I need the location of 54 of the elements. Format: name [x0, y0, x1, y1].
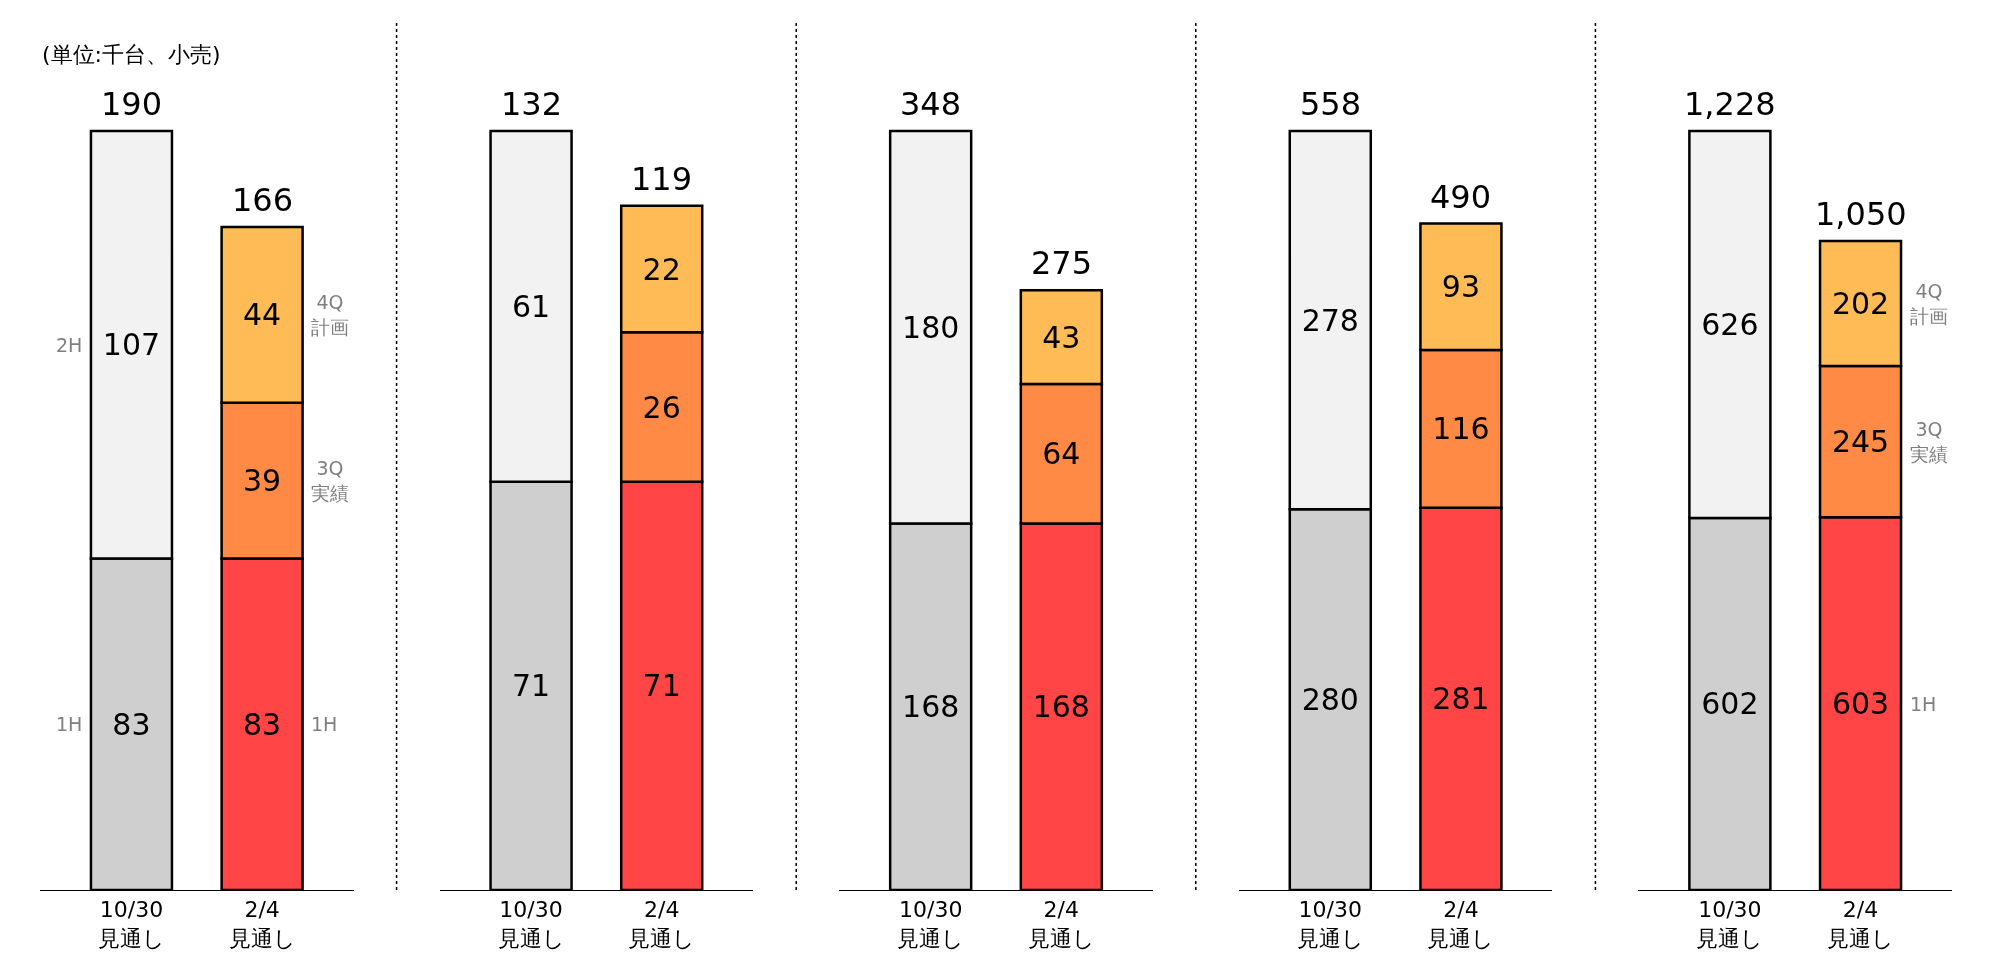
data-label: 168 — [902, 689, 960, 725]
data-label: 626 — [1701, 307, 1759, 343]
data-label: 602 — [1701, 686, 1759, 722]
total-label: 119 — [631, 160, 693, 198]
data-label: 64 — [1042, 436, 1081, 472]
text: (単位:千台、小売) — [42, 42, 221, 67]
series-label: 1H — [1910, 693, 1937, 715]
series-label: 3Q 実績 — [311, 457, 349, 504]
x-tick-label: 2/4 見通し — [1427, 897, 1495, 951]
data-label: 83 — [243, 706, 282, 742]
data-label: 202 — [1831, 286, 1890, 321]
x-tick-label: 2/4 見通し — [228, 897, 296, 951]
series-label: 4Q 計画 — [311, 291, 349, 338]
x-tick-label: 10/30 見通し — [1696, 897, 1764, 951]
data-label: 278 — [1301, 302, 1359, 338]
series-label: 4Q 計画 — [1910, 280, 1948, 327]
data-label: 245 — [1831, 424, 1890, 460]
x-tick-label: 10/30 見通し — [897, 897, 965, 951]
data-label: 280 — [1301, 682, 1359, 718]
data-label: 107 — [102, 327, 161, 363]
x-tick-label: 10/30 見通し — [1296, 897, 1364, 951]
x-tick-label: 2/4 見通し — [628, 897, 696, 951]
series-label: 3Q 実績 — [1910, 418, 1948, 465]
total-label: 132 — [501, 85, 563, 123]
total-label: 348 — [900, 85, 962, 123]
data-label: 180 — [902, 309, 960, 345]
data-label: 39 — [243, 463, 282, 499]
x-tick-label: 10/30 見通し — [497, 897, 565, 951]
data-label: 168 — [1032, 689, 1090, 725]
data-label: 61 — [511, 288, 551, 324]
x-tick-label: 10/30 見通し — [97, 897, 165, 951]
series-label: 2H — [56, 334, 83, 356]
data-label: 22 — [642, 251, 681, 287]
data-label: 44 — [243, 297, 282, 333]
series-label: 1H — [311, 713, 338, 735]
data-label: 71 — [511, 668, 551, 704]
data-label: 83 — [112, 706, 151, 742]
data-label: 71 — [642, 668, 681, 704]
total-label: 190 — [101, 85, 163, 123]
data-label: 603 — [1831, 686, 1890, 722]
data-label: 26 — [642, 389, 681, 425]
total-label: 275 — [1031, 244, 1093, 282]
data-label: 43 — [1042, 319, 1081, 355]
data-label: 116 — [1432, 411, 1490, 447]
total-label: 1,228 — [1684, 85, 1776, 123]
total-label: 1,050 — [1815, 195, 1907, 233]
x-tick-label: 2/4 見通し — [1827, 897, 1895, 951]
x-tick-label: 2/4 見通し — [1027, 897, 1095, 951]
text: 1H — [56, 713, 83, 735]
total-label: 558 — [1300, 85, 1362, 123]
data-label: 93 — [1441, 269, 1481, 305]
total-label: 166 — [232, 181, 294, 219]
total-label: 490 — [1430, 178, 1492, 216]
data-label: 281 — [1432, 681, 1490, 717]
